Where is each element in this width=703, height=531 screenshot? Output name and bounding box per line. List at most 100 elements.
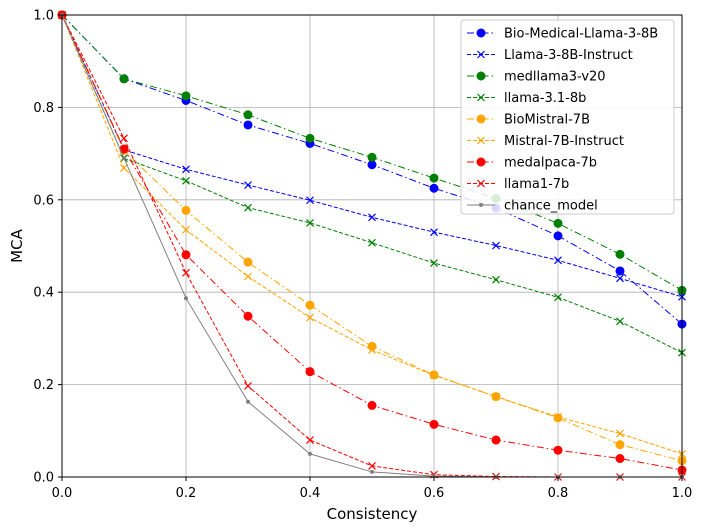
- x-tick-label: 0.2: [176, 486, 197, 501]
- data-point: [243, 257, 253, 267]
- legend-label: Bio-Medical-Llama-3-8B: [504, 27, 658, 42]
- data-point: [430, 228, 438, 237]
- data-point: [429, 183, 439, 193]
- x-tick-label: 0.8: [548, 486, 569, 501]
- y-tick-label: 0.2: [33, 378, 54, 393]
- data-point: [120, 134, 128, 143]
- legend-item: medalpaca-7b: [467, 156, 597, 171]
- data-point: [429, 173, 439, 183]
- data-point: [181, 91, 191, 101]
- data-point: [367, 152, 377, 162]
- x-axis-label: Consistency: [327, 505, 418, 523]
- x-tick-label: 0.0: [52, 486, 73, 501]
- legend-marker: [477, 50, 485, 59]
- data-point: [306, 196, 314, 205]
- series-Mistral-7B-Instruct: [58, 11, 686, 458]
- y-tick-label: 1.0: [33, 9, 54, 24]
- legend-marker: [476, 71, 486, 81]
- data-point: [492, 241, 500, 250]
- data-point: [553, 231, 563, 241]
- data-point: [119, 74, 129, 84]
- data-point: [616, 274, 624, 283]
- legend-label: medllama3-v20: [504, 70, 606, 85]
- y-tick-label: 0.8: [33, 101, 54, 116]
- data-point: [553, 218, 563, 228]
- x-axis: 0.0 0.2 0.4 0.6 0.8 1.0: [52, 477, 692, 501]
- data-point: [553, 413, 563, 423]
- data-point: [367, 400, 377, 410]
- legend-label: chance_model: [504, 199, 598, 214]
- legend-item: llama1-7b: [467, 177, 569, 192]
- legend-item: Llama-3-8B-Instruct: [467, 48, 633, 63]
- data-point: [243, 120, 253, 130]
- legend-item: medllama3-v20: [467, 70, 606, 85]
- x-tick-label: 0.6: [424, 486, 445, 501]
- y-tick-label: 0.6: [33, 193, 54, 208]
- legend-item: llama-3.1-8b: [467, 91, 586, 106]
- x-tick-label: 0.4: [300, 486, 321, 501]
- data-point: [492, 275, 500, 284]
- data-point: [122, 156, 126, 161]
- data-point: [492, 392, 500, 401]
- data-point: [616, 317, 624, 326]
- data-point: [615, 266, 625, 276]
- data-point: [184, 296, 188, 301]
- data-point: [367, 160, 377, 170]
- legend-label: Llama-3-8B-Instruct: [504, 48, 633, 63]
- data-point: [554, 293, 562, 302]
- data-point: [615, 249, 625, 259]
- legend-label: medalpaca-7b: [504, 156, 597, 171]
- data-point: [305, 367, 315, 377]
- data-point: [616, 429, 624, 438]
- data-point: [368, 346, 376, 354]
- data-point: [368, 238, 376, 247]
- data-point: [244, 272, 252, 281]
- legend-item: BioMistral-7B: [467, 113, 590, 128]
- legend-item: chance_model: [467, 199, 598, 214]
- legend: Bio-Medical-Llama-3-8B Llama-3-8B-Instruc…: [460, 19, 675, 215]
- legend-item: Mistral-7B-Instruct: [467, 134, 624, 149]
- data-point: [182, 268, 190, 277]
- y-tick-label: 0.0: [33, 471, 54, 486]
- data-point: [244, 181, 252, 189]
- data-point: [430, 371, 438, 380]
- data-point: [308, 451, 312, 456]
- data-point: [554, 256, 562, 265]
- data-point: [554, 413, 562, 421]
- data-point: [370, 469, 374, 474]
- legend-marker: [477, 179, 485, 188]
- legend-marker: [479, 203, 483, 207]
- series-line: [61, 14, 683, 354]
- legend-item: Bio-Medical-Llama-3-8B: [467, 27, 658, 42]
- data-point: [182, 176, 190, 185]
- y-axis-label: MCA: [8, 228, 26, 262]
- legend-marker: [476, 28, 486, 38]
- legend-marker: [477, 93, 485, 102]
- legend-label: Mistral-7B-Instruct: [504, 134, 624, 149]
- data-point: [491, 435, 501, 445]
- data-point: [244, 382, 252, 390]
- data-point: [182, 165, 190, 174]
- data-point: [615, 440, 625, 450]
- legend-label: llama1-7b: [504, 177, 569, 192]
- data-point: [306, 313, 314, 322]
- legend-marker: [477, 136, 485, 145]
- data-point: [429, 419, 439, 429]
- data-point: [306, 436, 314, 444]
- plot-frame: [61, 14, 683, 478]
- data-point: [243, 311, 253, 321]
- data-point: [305, 300, 315, 310]
- data-point: [120, 163, 128, 172]
- data-point: [305, 133, 315, 143]
- data-point: [244, 203, 252, 212]
- data-point: [368, 461, 376, 470]
- data-point: [306, 218, 314, 227]
- data-point: [430, 259, 438, 268]
- data-point: [367, 341, 377, 351]
- data-point: [182, 225, 190, 234]
- data-point: [181, 205, 191, 215]
- legend-label: BioMistral-7B: [504, 113, 590, 128]
- legend-marker: [476, 114, 486, 124]
- legend-label: llama-3.1-8b: [504, 91, 586, 106]
